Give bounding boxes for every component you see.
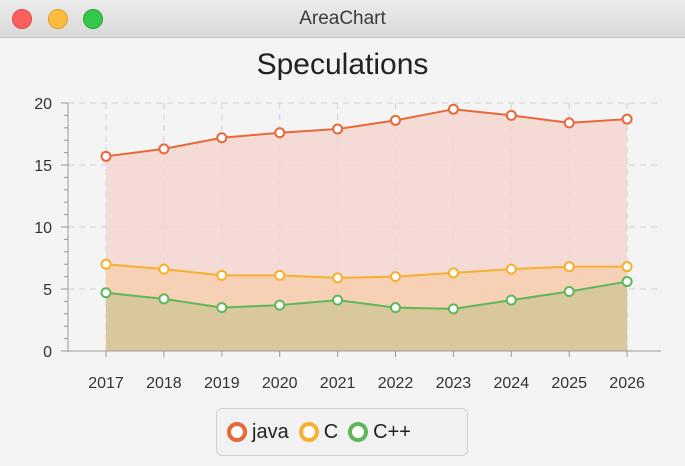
line-java <box>105 108 628 158</box>
point-cpp <box>216 302 228 314</box>
y-tick-label: 20 <box>34 96 52 113</box>
chart-title: Speculations <box>256 48 429 81</box>
legend-label: java <box>252 420 289 443</box>
y-tick-label: 0 <box>43 344 52 361</box>
window-title: AreaChart <box>299 8 386 29</box>
maximize-window-button[interactable] <box>83 9 103 29</box>
point-cpp <box>563 285 575 297</box>
x-tick-label: 2019 <box>204 375 240 392</box>
x-tick-label: 2017 <box>88 375 124 392</box>
point-java <box>505 109 517 121</box>
legend-marker-icon <box>298 422 319 442</box>
point-c <box>621 261 633 273</box>
x-tick-label: 2021 <box>320 375 356 392</box>
area-cpp <box>106 281 628 351</box>
legend-item: java <box>227 421 289 444</box>
x-tick-label: 2024 <box>494 375 530 392</box>
point-java <box>274 127 286 139</box>
point-java <box>621 113 633 125</box>
point-java <box>563 117 575 129</box>
point-cpp <box>332 294 344 306</box>
legend-marker-icon <box>227 422 247 442</box>
legend-item: C++ <box>348 421 411 444</box>
chart-legend: java C C++ <box>216 408 468 456</box>
point-cpp <box>505 294 517 306</box>
point-c <box>100 258 112 270</box>
legend-marker-icon <box>348 422 369 442</box>
line-c <box>105 263 628 279</box>
legend-item: C <box>298 420 339 444</box>
point-java <box>390 114 401 126</box>
point-cpp <box>100 287 112 299</box>
point-c <box>332 272 344 284</box>
point-c <box>505 263 517 275</box>
x-tick-label: 2023 <box>436 375 472 392</box>
y-tick-label: 5 <box>43 282 52 299</box>
x-tick-label: 2025 <box>551 375 587 392</box>
close-window-button[interactable] <box>12 9 32 29</box>
point-java <box>447 103 459 115</box>
legend-label: C <box>323 420 339 443</box>
point-cpp <box>447 303 459 315</box>
point-c <box>274 269 286 281</box>
x-tick-label: 2026 <box>609 375 645 392</box>
point-java <box>100 150 112 162</box>
window-titlebar: AreaChart <box>0 0 685 38</box>
point-cpp <box>158 293 170 305</box>
y-tick-label: 15 <box>34 158 52 175</box>
point-java <box>216 132 228 144</box>
x-tick-label: 2022 <box>378 375 414 392</box>
point-c <box>447 267 459 279</box>
x-tick-label: 2018 <box>146 375 182 392</box>
point-c <box>158 263 170 275</box>
x-tick-label: 2020 <box>262 375 298 392</box>
point-java <box>332 123 344 135</box>
point-c <box>216 269 228 281</box>
point-c <box>390 271 401 283</box>
line-cpp <box>105 280 628 310</box>
point-cpp <box>390 302 401 314</box>
y-tick-label: 10 <box>34 220 52 237</box>
point-cpp <box>621 276 633 288</box>
minimize-window-button[interactable] <box>48 9 68 29</box>
legend-label: C++ <box>373 420 411 443</box>
point-cpp <box>274 299 286 311</box>
point-c <box>563 261 575 273</box>
point-java <box>158 143 170 155</box>
